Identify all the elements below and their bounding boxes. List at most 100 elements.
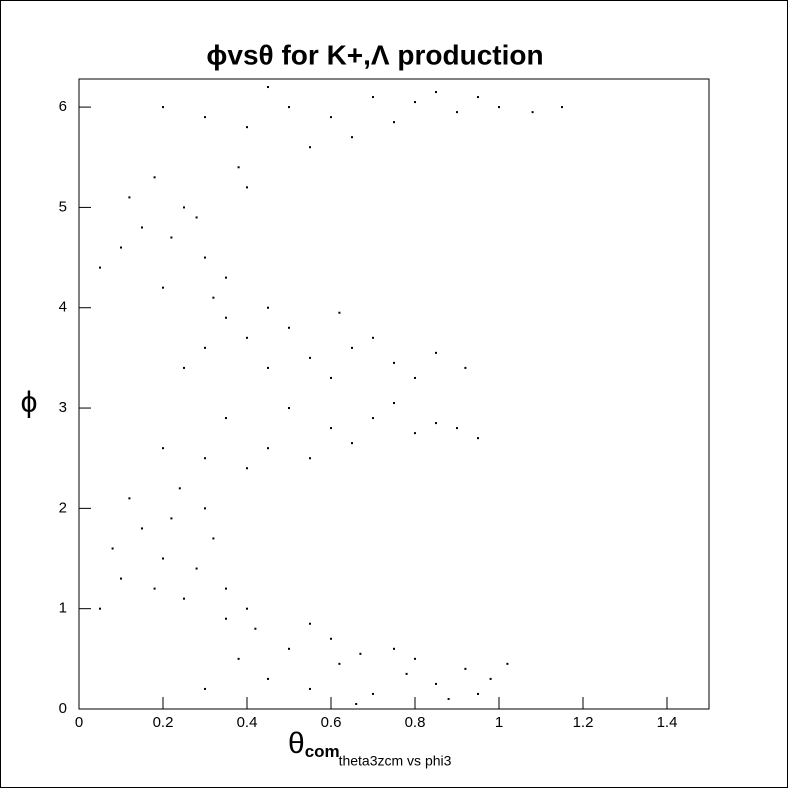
point (225, 316, 227, 319)
point (141, 527, 143, 530)
point (330, 427, 332, 430)
point (99, 266, 101, 269)
point (414, 432, 416, 435)
y-tick-label: 6 (59, 98, 67, 115)
point (372, 336, 374, 339)
point (246, 607, 248, 610)
point (153, 587, 156, 590)
point (477, 96, 479, 99)
point (267, 366, 269, 369)
point (338, 662, 341, 665)
point (288, 407, 290, 410)
point (447, 697, 450, 700)
point (506, 662, 509, 665)
point (246, 126, 248, 129)
point (120, 246, 122, 249)
point (351, 136, 353, 139)
point (489, 677, 492, 680)
x-tick-label: 1.2 (573, 714, 594, 731)
point (212, 537, 215, 540)
point (464, 366, 467, 369)
point (183, 597, 185, 600)
point (435, 682, 437, 685)
point (456, 427, 458, 430)
point (393, 361, 395, 364)
point (267, 86, 269, 89)
point (393, 402, 395, 405)
point (254, 627, 257, 630)
point (477, 692, 479, 695)
point (309, 687, 311, 690)
point (288, 326, 290, 329)
point (309, 146, 311, 149)
x-tick-label: 0.8 (405, 714, 426, 731)
chart-title: ϕvsθ for K+,Λ production (206, 39, 543, 70)
point (225, 417, 227, 420)
x-tick-label: 0.4 (237, 714, 258, 731)
x-tick-label: 1.4 (657, 714, 678, 731)
point (246, 336, 248, 339)
point (162, 447, 164, 450)
point (330, 637, 332, 640)
point (204, 116, 206, 119)
point (246, 467, 248, 470)
point (372, 96, 374, 99)
x-axis-label: θcom (288, 727, 340, 762)
point (237, 657, 240, 660)
x-axis-subscript: com (305, 742, 340, 761)
point (204, 507, 206, 510)
point (435, 422, 437, 425)
x-tick-label: 0 (75, 714, 83, 731)
point (195, 567, 198, 570)
point (414, 657, 416, 660)
y-tick-label: 5 (59, 198, 67, 215)
y-tick-label: 2 (59, 499, 67, 516)
point (561, 106, 563, 109)
point (170, 517, 173, 520)
point (393, 121, 395, 124)
footer: theta3zcm vs phi3 (339, 753, 452, 769)
point (267, 306, 269, 309)
point (204, 346, 206, 349)
point (183, 366, 185, 369)
point (359, 652, 362, 655)
point (355, 702, 358, 705)
point (178, 487, 181, 490)
plot-frame (78, 78, 710, 710)
point (128, 196, 131, 199)
y-tick-label: 0 (59, 700, 67, 717)
point (99, 607, 101, 610)
point (153, 176, 156, 179)
x-tick-label: 1 (495, 714, 503, 731)
point (351, 346, 353, 349)
point (212, 296, 215, 299)
point (477, 437, 479, 440)
point (204, 256, 206, 259)
point (162, 286, 164, 289)
point (128, 497, 131, 500)
point (204, 457, 206, 460)
point (531, 111, 534, 114)
point (372, 417, 374, 420)
point (330, 376, 332, 379)
point (288, 647, 290, 650)
y-tick-label: 1 (59, 600, 67, 617)
point (162, 557, 164, 560)
point (237, 166, 240, 169)
x-tick-label: 0.6 (321, 714, 342, 731)
point (183, 206, 185, 209)
point (464, 667, 467, 670)
point (309, 457, 311, 460)
point (141, 226, 143, 229)
x-tick-label: 0.2 (153, 714, 174, 731)
point (225, 617, 227, 620)
point (267, 447, 269, 450)
y-axis-label: ϕ (21, 386, 38, 419)
point (309, 622, 311, 625)
point (414, 376, 416, 379)
point (225, 587, 227, 590)
point (372, 692, 374, 695)
point (225, 276, 227, 279)
